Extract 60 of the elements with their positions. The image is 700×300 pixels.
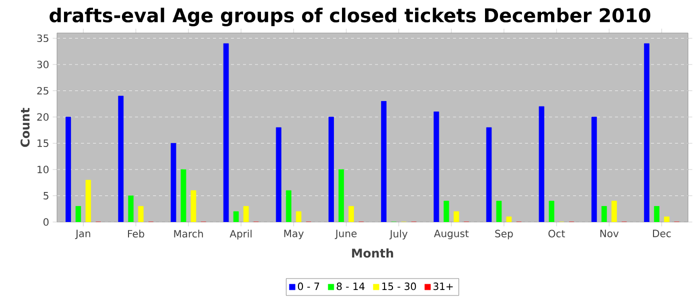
legend-label: 31+ [433, 282, 453, 290]
y-tick-label: 10 [38, 166, 49, 174]
x-tick-label: March [174, 230, 203, 238]
bar [644, 43, 650, 222]
bar [381, 101, 386, 222]
x-tick-label: Jan [75, 230, 90, 240]
x-tick-label: Dec [653, 230, 671, 238]
bar [548, 200, 554, 222]
y-tick-label: 25 [37, 86, 48, 95]
bar [180, 169, 186, 222]
bar [486, 127, 492, 222]
x-axis-title: Month [352, 248, 394, 258]
bar [276, 127, 282, 222]
bar [86, 180, 91, 222]
bar [664, 216, 670, 222]
legend-label: 15 - 30 [382, 282, 416, 290]
x-tick-label: Sep [495, 230, 513, 240]
bar [444, 200, 450, 222]
y-tick-label: 35 [37, 34, 48, 42]
y-tick-label: 0 [44, 218, 49, 226]
bar [296, 211, 302, 222]
bar [233, 211, 239, 222]
legend-label: 0 - 7 [298, 282, 320, 290]
bar [243, 206, 249, 222]
bar [223, 43, 229, 222]
bar [170, 143, 176, 222]
x-tick-label: August [434, 230, 469, 240]
bar [454, 211, 460, 222]
bar [538, 106, 544, 222]
y-axis-title: Count [20, 108, 30, 147]
x-tick-label: July [389, 230, 408, 240]
bar [591, 116, 597, 222]
bar [128, 196, 134, 222]
bar [654, 206, 660, 222]
bar [496, 200, 502, 222]
chart-title: drafts-eval Age groups of closed tickets December 2010 [50, 8, 650, 26]
bar [601, 206, 607, 222]
bar [286, 190, 292, 222]
bar [328, 116, 334, 222]
x-tick-label: Oct [548, 230, 565, 238]
bar [66, 116, 71, 222]
bar [348, 206, 354, 222]
x-tick-label: April [230, 230, 252, 240]
bar [76, 206, 81, 222]
bar [190, 190, 196, 222]
x-tick-label: Feb [128, 230, 144, 238]
bar [506, 216, 512, 222]
bar [434, 112, 440, 222]
bar [118, 96, 124, 222]
y-tick-label: 20 [37, 113, 49, 121]
x-tick-label: May [284, 230, 304, 240]
legend-label: 8 - 14 [336, 282, 365, 290]
y-tick-label: 15 [38, 140, 48, 147]
bar [138, 206, 144, 222]
x-tick-label: June [334, 230, 357, 240]
bar [338, 169, 344, 222]
x-tick-label: Nov [600, 230, 619, 238]
y-tick-label: 5 [44, 192, 48, 200]
y-tick-label: 30 [37, 60, 49, 68]
bar [611, 200, 617, 222]
